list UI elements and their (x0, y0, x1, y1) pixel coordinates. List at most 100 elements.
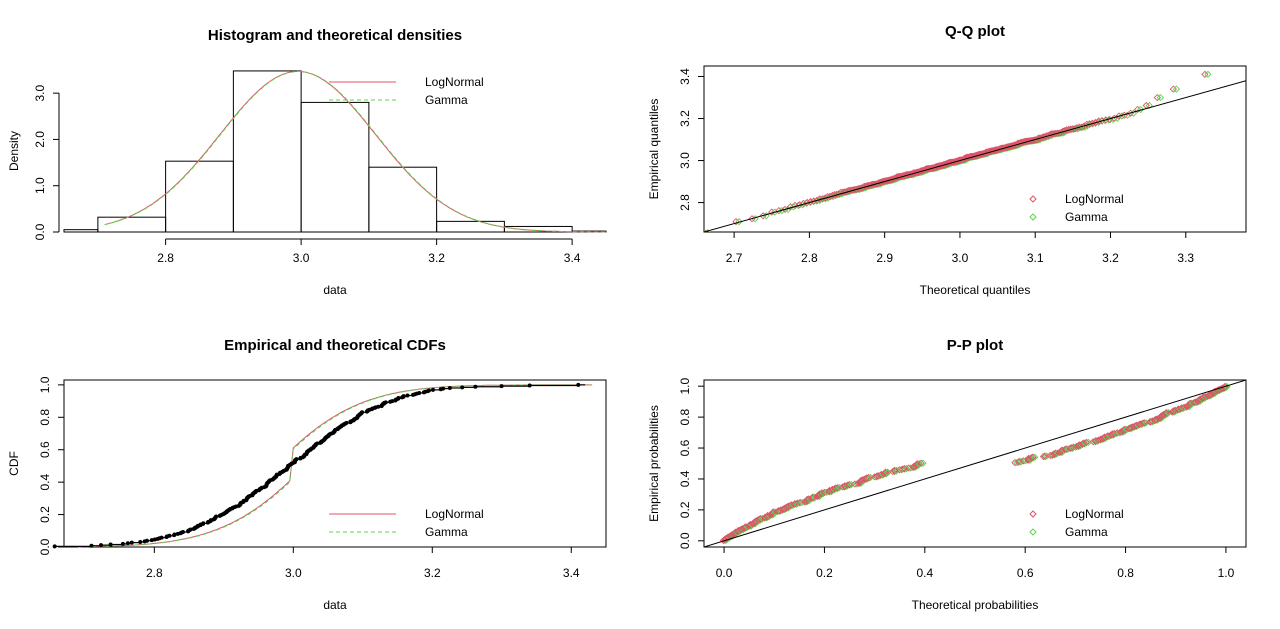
x-tick-label: 3.0 (952, 251, 969, 265)
x-axis-label: Theoretical probabilities (912, 598, 1039, 612)
ecdf-point (390, 399, 395, 404)
pp-point-gamma (1142, 419, 1150, 427)
ecdf-point (473, 384, 478, 389)
panel-hist: Histogram and theoretical densities data D… (7, 27, 607, 297)
panel-cdf: Empirical and theoretical CDFs data CDF 2.8… (7, 337, 607, 612)
qq-point-lognormal (732, 217, 740, 226)
qq-point-lognormal (818, 195, 827, 203)
pp-point-lognormal (864, 473, 873, 482)
plot-frame (703, 65, 1247, 233)
panel-qq: Q-Q plot Theoretical quantiles Empirical q… (647, 23, 1247, 297)
pp-point-lognormal (1073, 442, 1081, 451)
histogram-bar (232, 70, 302, 233)
legend-lognormal-marker (1029, 195, 1037, 203)
qq-point-gamma (1156, 93, 1164, 102)
x-tick-label: 0.8 (1117, 566, 1134, 580)
legend-gamma-marker (1029, 528, 1037, 536)
x-tick-label: 3.4 (563, 566, 580, 580)
y-tick-label: 0.8 (38, 409, 52, 426)
density-curve-lognormal (104, 70, 606, 233)
ecdf-point (376, 404, 381, 409)
pp-points (719, 382, 1231, 545)
ecdf-point (360, 410, 365, 415)
ecdf-point (159, 535, 164, 540)
qq-point-gamma (735, 217, 743, 226)
ecdf-point (447, 385, 452, 390)
ecdf-point (315, 441, 320, 446)
plot-frame (63, 379, 607, 548)
x-tick-label: 0.6 (1017, 566, 1034, 580)
histogram-bar (436, 220, 505, 233)
y-tick-label: 1.0 (33, 177, 47, 194)
ecdf-point (576, 382, 581, 387)
qq-point-gamma (1136, 105, 1145, 114)
pp-reference-line (704, 380, 1246, 547)
y-tick-label: 1.0 (678, 378, 692, 395)
x-tick-label: 3.1 (1027, 251, 1044, 265)
qq-reference-line (704, 80, 1246, 232)
pp-point-lognormal (1140, 419, 1148, 427)
pp-point-lognormal (913, 460, 922, 468)
y-tick-label: 0.0 (38, 538, 52, 555)
y-axis-label: Density (7, 131, 21, 171)
qq-point-lognormal (803, 198, 811, 207)
y-tick-label: 3.0 (33, 84, 47, 101)
pp-point-gamma (915, 460, 924, 468)
ecdf-point (426, 388, 431, 393)
y-tick-label: 3.0 (678, 152, 692, 169)
y-tick-label: 2.0 (33, 131, 47, 148)
legend-lognormal-label: LogNormal (1065, 192, 1124, 206)
ecdf-point (172, 532, 177, 537)
histogram-bar (97, 216, 167, 233)
empirical-cdf-steps (52, 382, 586, 549)
legend-gamma-label: Gamma (425, 93, 468, 107)
pp-point-lognormal (889, 467, 897, 476)
cdf-curve-gamma (77, 384, 593, 548)
x-tick-label: 2.9 (876, 251, 893, 265)
y-tick-label: 0.2 (678, 501, 692, 518)
ecdf-point (167, 533, 172, 538)
pp-point-lognormal (845, 480, 853, 489)
qq-point-lognormal (799, 199, 808, 207)
ecdf-point (138, 540, 143, 545)
qq-point-lognormal (768, 208, 776, 216)
ecdf-point (405, 393, 410, 398)
ecdf-point (201, 521, 206, 526)
ecdf-point (294, 457, 299, 462)
y-axis: 0.0 0.2 0.4 0.6 0.8 1.0 (678, 378, 704, 549)
cdf-curve-lognormal (77, 384, 593, 548)
legend-gamma-label: Gamma (1065, 525, 1108, 539)
y-tick-label: 0.4 (38, 473, 52, 490)
x-tick-label: 0.0 (716, 566, 733, 580)
qq-point-lognormal (1115, 112, 1123, 120)
qq-point-lognormal (807, 197, 815, 206)
y-tick-label: 2.8 (678, 194, 692, 211)
x-tick-label: 3.2 (424, 566, 441, 580)
y-tick-label: 0.2 (38, 506, 52, 523)
plot-frame (703, 379, 1247, 548)
qq-point-lognormal (1098, 117, 1106, 125)
pp-point-gamma (1031, 453, 1039, 461)
y-axis: 2.8 3.0 3.2 3.4 (678, 68, 704, 211)
x-axis: 2.8 3.0 3.2 3.4 (157, 238, 581, 265)
qq-point-gamma (1204, 70, 1212, 79)
ecdf-point (120, 541, 125, 546)
ecdf-point (108, 542, 113, 547)
x-tick-label: 3.2 (428, 251, 445, 265)
ecdf-point (129, 540, 134, 545)
y-axis: 0.0 0.2 0.4 0.6 0.8 1.0 (38, 376, 64, 555)
qq-point-lognormal (1091, 118, 1100, 127)
qq-point-lognormal (1133, 105, 1142, 114)
ecdf-point (430, 387, 435, 392)
plot-title: Empirical and theoretical CDFs (224, 337, 446, 354)
x-tick-label: 3.0 (285, 566, 302, 580)
qq-point-lognormal (1083, 120, 1091, 128)
x-tick-label: 1.0 (1218, 566, 1235, 580)
x-axis-label: Theoretical quantiles (920, 283, 1031, 297)
y-tick-label: 0.0 (678, 532, 692, 549)
pp-point-lognormal (1079, 439, 1087, 448)
ecdf-point (99, 543, 104, 548)
ecdf-point (52, 544, 57, 549)
x-tick-label: 3.0 (293, 251, 310, 265)
